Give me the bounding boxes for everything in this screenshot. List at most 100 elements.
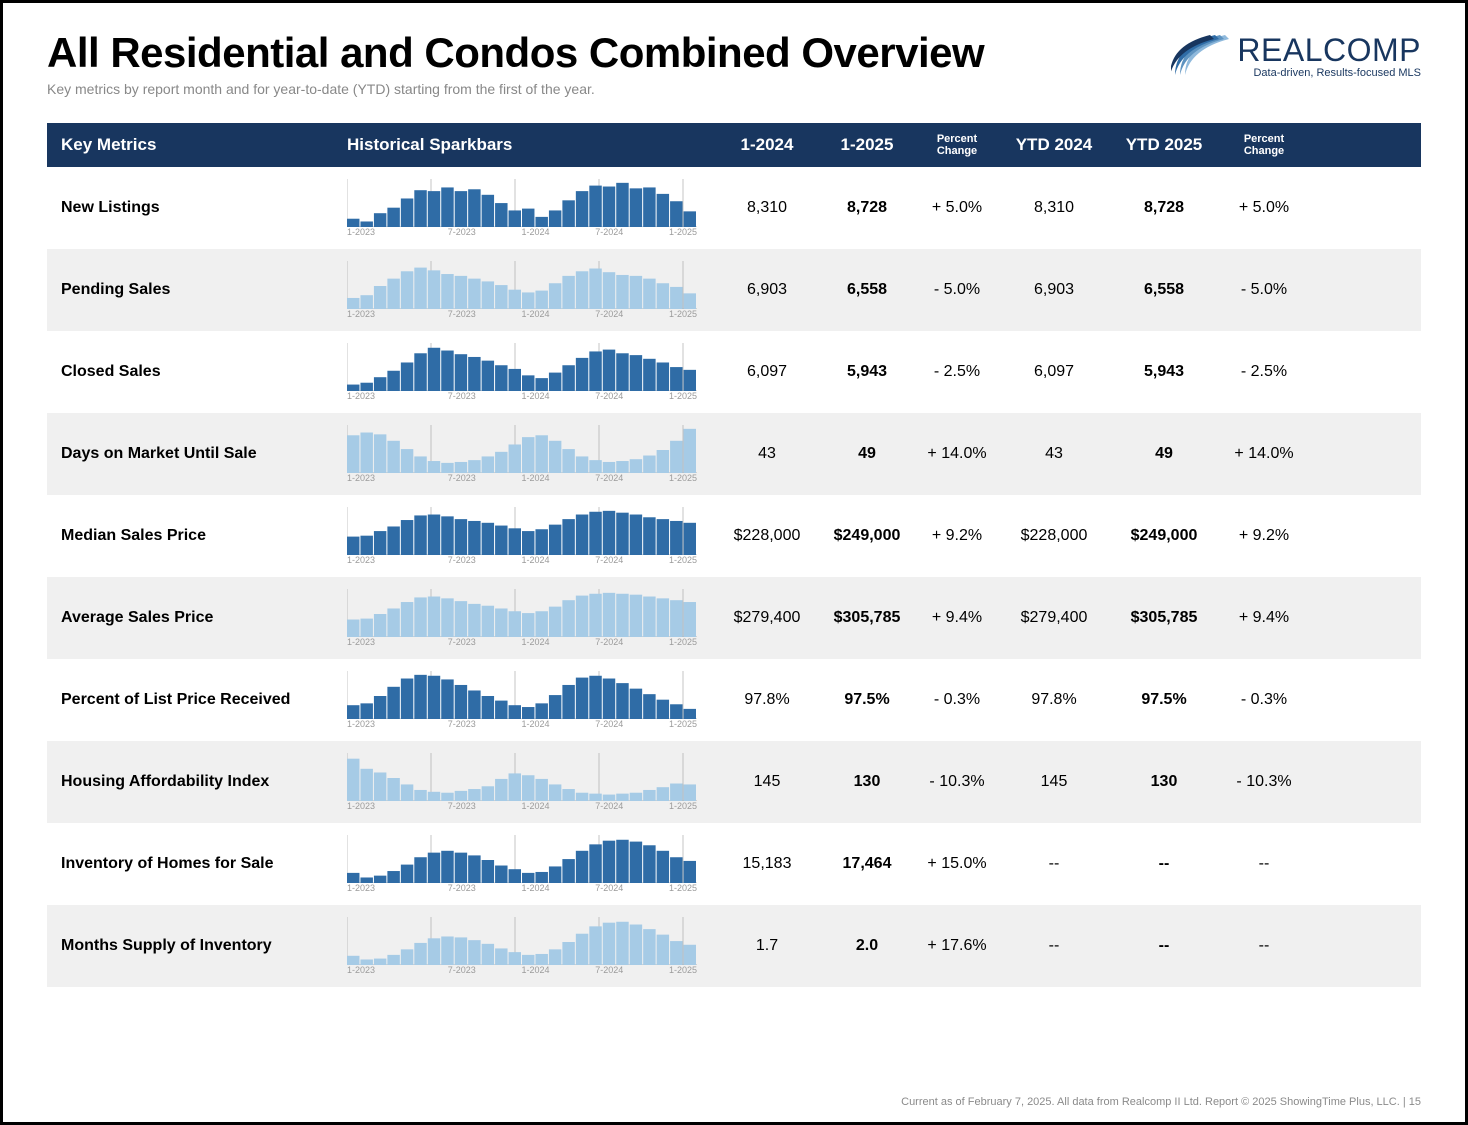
val-pct-change: + 14.0% (917, 445, 997, 463)
table-row: Closed Sales1-20237-20231-20247-20241-20… (47, 331, 1421, 413)
metric-name: Closed Sales (47, 363, 347, 381)
sparkbar-cell: 1-20237-20231-20247-20241-2025 (347, 671, 717, 729)
sparkbar-cell: 1-20237-20231-20247-20241-2025 (347, 917, 717, 975)
logo-name: REALCOMP (1237, 32, 1421, 69)
val-ytd-curr: 97.5% (1109, 691, 1219, 709)
metric-name: Inventory of Homes for Sale (47, 855, 347, 873)
val-month-prev: 97.8% (717, 691, 817, 709)
val-ytd-prev: 6,903 (999, 281, 1109, 299)
val-ytd-prev: 6,097 (999, 363, 1109, 381)
sparkbar-cell: 1-20237-20231-20247-20241-2025 (347, 507, 717, 565)
logo-swish-icon (1171, 31, 1231, 79)
val-month-prev: 15,183 (717, 855, 817, 873)
hdr-ytd1: YTD 2024 (999, 135, 1109, 155)
hdr-pct: PercentChange (917, 133, 997, 157)
hdr-pct2: PercentChange (1219, 133, 1309, 157)
logo-tagline: Data-driven, Results-focused MLS (1237, 67, 1421, 79)
hdr-ytd2: YTD 2025 (1109, 135, 1219, 155)
table-row: Percent of List Price Received1-20237-20… (47, 659, 1421, 741)
report-page: All Residential and Condos Combined Over… (0, 0, 1468, 1125)
sparkbar-cell: 1-20237-20231-20247-20241-2025 (347, 343, 717, 401)
val-ytd-pct: + 5.0% (1219, 199, 1309, 217)
val-month-prev: 43 (717, 445, 817, 463)
val-month-prev: $228,000 (717, 527, 817, 545)
sparkbar-cell: 1-20237-20231-20247-20241-2025 (347, 835, 717, 893)
val-month-curr: 130 (817, 773, 917, 791)
val-pct-change: + 17.6% (917, 937, 997, 955)
brand-logo: REALCOMP Data-driven, Results-focused ML… (1171, 31, 1421, 79)
val-ytd-prev: 145 (999, 773, 1109, 791)
val-ytd-curr: 5,943 (1109, 363, 1219, 381)
metric-name: Days on Market Until Sale (47, 445, 347, 463)
val-ytd-curr: 130 (1109, 773, 1219, 791)
footer-text: Current as of February 7, 2025. All data… (901, 1096, 1421, 1108)
val-pct-change: - 0.3% (917, 691, 997, 709)
val-ytd-pct: + 14.0% (1219, 445, 1309, 463)
val-month-curr: 8,728 (817, 199, 917, 217)
sparkbar-cell: 1-20237-20231-20247-20241-2025 (347, 261, 717, 319)
page-title: All Residential and Condos Combined Over… (47, 29, 984, 77)
val-ytd-pct: + 9.2% (1219, 527, 1309, 545)
val-ytd-prev: $279,400 (999, 609, 1109, 627)
val-ytd-curr: $249,000 (1109, 527, 1219, 545)
sparkbar-cell: 1-20237-20231-20247-20241-2025 (347, 179, 717, 237)
metric-name: Months Supply of Inventory (47, 937, 347, 955)
sparkbar-cell: 1-20237-20231-20247-20241-2025 (347, 425, 717, 483)
table-row: New Listings1-20237-20231-20247-20241-20… (47, 167, 1421, 249)
val-month-curr: 2.0 (817, 937, 917, 955)
metric-name: Housing Affordability Index (47, 773, 347, 791)
val-pct-change: + 15.0% (917, 855, 997, 873)
val-month-curr: 6,558 (817, 281, 917, 299)
metric-name: Percent of List Price Received (47, 691, 347, 709)
val-month-curr: 97.5% (817, 691, 917, 709)
hdr-m1: 1-2024 (717, 135, 817, 155)
metric-name: Average Sales Price (47, 609, 347, 627)
val-ytd-prev: 97.8% (999, 691, 1109, 709)
val-ytd-pct: - 5.0% (1219, 281, 1309, 299)
val-month-curr: 49 (817, 445, 917, 463)
val-ytd-curr: -- (1109, 855, 1219, 873)
val-ytd-pct: - 0.3% (1219, 691, 1309, 709)
val-pct-change: - 10.3% (917, 773, 997, 791)
val-ytd-pct: -- (1219, 855, 1309, 873)
val-month-prev: 145 (717, 773, 817, 791)
sparkbar-cell: 1-20237-20231-20247-20241-2025 (347, 753, 717, 811)
val-month-prev: 6,097 (717, 363, 817, 381)
val-month-prev: 8,310 (717, 199, 817, 217)
metric-name: Pending Sales (47, 281, 347, 299)
val-ytd-curr: 49 (1109, 445, 1219, 463)
hdr-m2: 1-2025 (817, 135, 917, 155)
val-pct-change: + 5.0% (917, 199, 997, 217)
val-pct-change: - 2.5% (917, 363, 997, 381)
val-month-prev: $279,400 (717, 609, 817, 627)
val-month-prev: 6,903 (717, 281, 817, 299)
table-row: Average Sales Price1-20237-20231-20247-2… (47, 577, 1421, 659)
table-row: Median Sales Price1-20237-20231-20247-20… (47, 495, 1421, 577)
val-month-curr: $249,000 (817, 527, 917, 545)
val-ytd-prev: 43 (999, 445, 1109, 463)
metric-name: New Listings (47, 199, 347, 217)
val-ytd-pct: + 9.4% (1219, 609, 1309, 627)
val-ytd-pct: -- (1219, 937, 1309, 955)
table-row: Inventory of Homes for Sale1-20237-20231… (47, 823, 1421, 905)
table-row: Housing Affordability Index1-20237-20231… (47, 741, 1421, 823)
val-ytd-curr: $305,785 (1109, 609, 1219, 627)
val-month-prev: 1.7 (717, 937, 817, 955)
val-pct-change: - 5.0% (917, 281, 997, 299)
table-body: New Listings1-20237-20231-20247-20241-20… (47, 167, 1421, 987)
val-ytd-pct: - 2.5% (1219, 363, 1309, 381)
hdr-metric: Key Metrics (47, 135, 347, 155)
hdr-spark: Historical Sparkbars (347, 135, 717, 155)
val-ytd-prev: -- (999, 937, 1109, 955)
val-ytd-prev: $228,000 (999, 527, 1109, 545)
table-row: Pending Sales1-20237-20231-20247-20241-2… (47, 249, 1421, 331)
val-month-curr: 5,943 (817, 363, 917, 381)
val-ytd-curr: -- (1109, 937, 1219, 955)
val-ytd-curr: 8,728 (1109, 199, 1219, 217)
page-subtitle: Key metrics by report month and for year… (47, 81, 984, 97)
metric-name: Median Sales Price (47, 527, 347, 545)
val-ytd-prev: 8,310 (999, 199, 1109, 217)
val-pct-change: + 9.4% (917, 609, 997, 627)
val-ytd-pct: - 10.3% (1219, 773, 1309, 791)
val-pct-change: + 9.2% (917, 527, 997, 545)
